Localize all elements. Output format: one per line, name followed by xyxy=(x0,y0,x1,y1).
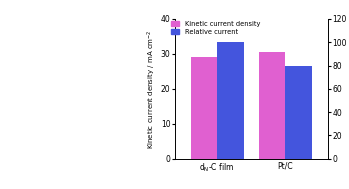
Bar xyxy=(191,57,217,159)
Bar xyxy=(217,42,244,159)
Legend: Kinetic current density, Relative current: Kinetic current density, Relative curren… xyxy=(170,19,261,36)
Bar xyxy=(285,66,312,159)
Y-axis label: Kinetic current density / mA cm$^{-2}$: Kinetic current density / mA cm$^{-2}$ xyxy=(146,29,158,149)
Bar xyxy=(259,52,285,159)
